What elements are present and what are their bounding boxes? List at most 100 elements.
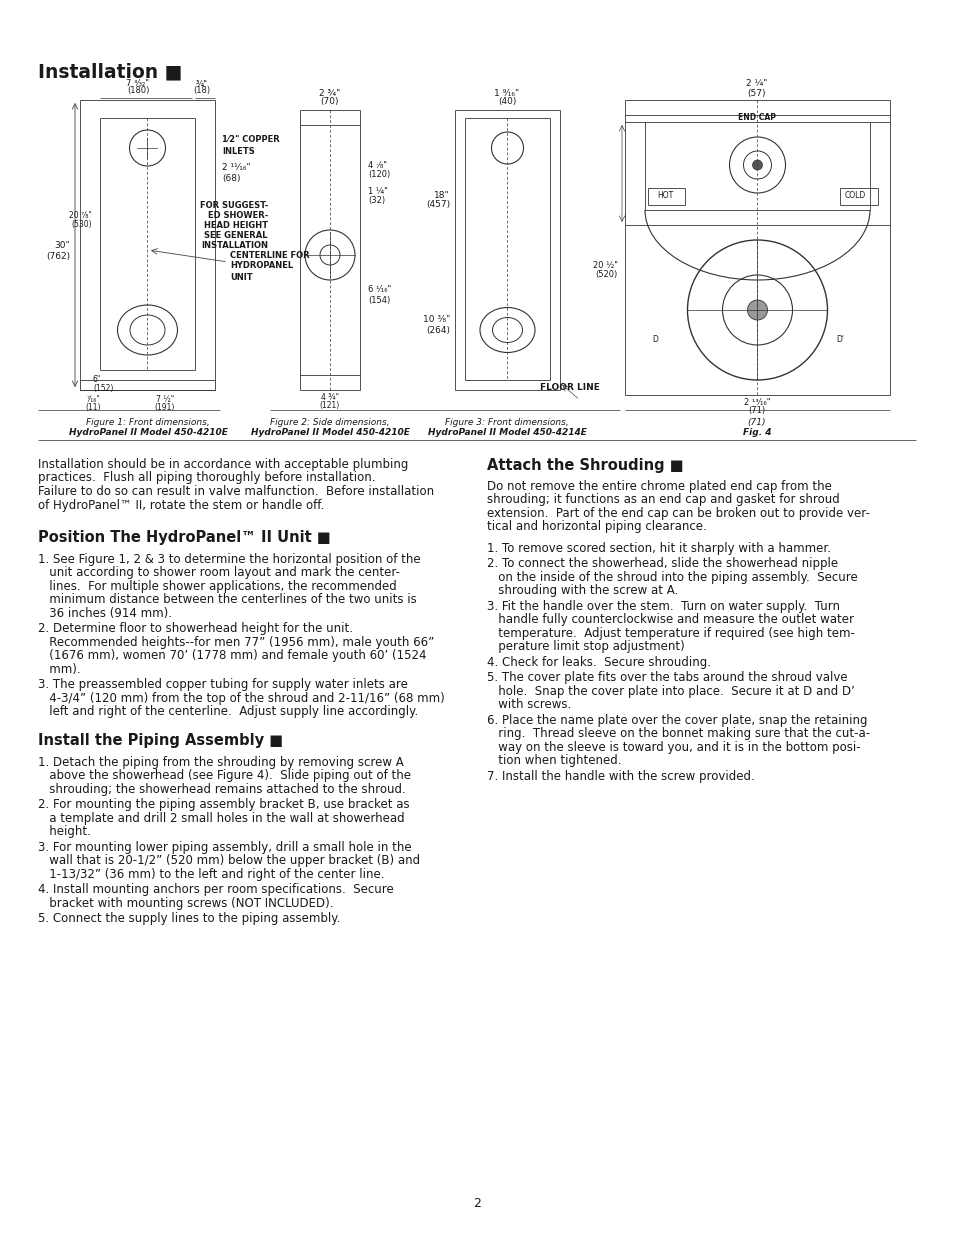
Text: Failure to do so can result in valve malfunction.  Before installation: Failure to do so can result in valve mal… <box>38 485 434 498</box>
Text: HOT: HOT <box>657 190 673 200</box>
Text: ⁷⁄₁₆": ⁷⁄₁₆" <box>86 395 100 404</box>
Text: practices.  Flush all piping thoroughly before installation.: practices. Flush all piping thoroughly b… <box>38 472 375 484</box>
Text: left and right of the centerline.  Adjust supply line accordingly.: left and right of the centerline. Adjust… <box>38 705 417 719</box>
Text: HydroPanel II Model 450-4210E: HydroPanel II Model 450-4210E <box>69 429 227 437</box>
Text: (40): (40) <box>497 98 516 106</box>
Text: HydroPanel II Model 450-4210E: HydroPanel II Model 450-4210E <box>251 429 409 437</box>
Text: 20 ⁷⁄₈": 20 ⁷⁄₈" <box>69 210 91 220</box>
Text: D': D' <box>835 336 843 345</box>
Text: (71): (71) <box>747 417 765 427</box>
Text: UNIT: UNIT <box>230 273 253 282</box>
Text: (121): (121) <box>319 401 340 410</box>
Text: ED SHOWER-: ED SHOWER- <box>208 210 268 220</box>
Text: Do not remove the entire chrome plated end cap from the: Do not remove the entire chrome plated e… <box>486 479 831 493</box>
Text: COLD: COLD <box>843 190 864 200</box>
Text: 2 ¹¹⁄₁₆": 2 ¹¹⁄₁₆" <box>222 163 251 173</box>
Text: (120): (120) <box>368 170 390 179</box>
Text: tion when tightened.: tion when tightened. <box>486 755 620 767</box>
Text: (264): (264) <box>426 326 450 335</box>
Text: (154): (154) <box>368 295 390 305</box>
Text: 2 ¹³⁄₁₆": 2 ¹³⁄₁₆" <box>743 398 769 408</box>
Text: 7 ³⁄₃₂": 7 ³⁄₃₂" <box>127 79 150 88</box>
Text: (32): (32) <box>368 195 385 205</box>
Text: (57): (57) <box>747 89 765 98</box>
Text: Figure 3: Front dimensions,: Figure 3: Front dimensions, <box>445 417 568 427</box>
Text: with screws.: with screws. <box>486 698 571 711</box>
Text: 7 ½": 7 ½" <box>155 395 174 404</box>
Text: (71): (71) <box>748 406 764 415</box>
Text: HEAD HEIGHT: HEAD HEIGHT <box>204 221 268 230</box>
Text: (530): (530) <box>71 221 91 230</box>
Text: D: D <box>652 336 658 345</box>
Text: 4 ·⁄₈": 4 ·⁄₈" <box>368 161 387 169</box>
Text: height.: height. <box>38 825 91 839</box>
Text: tical and horizontal piping clearance.: tical and horizontal piping clearance. <box>486 520 706 534</box>
Text: 1 ¼": 1 ¼" <box>368 188 388 196</box>
Text: 2. For mounting the piping assembly bracket B, use bracket as: 2. For mounting the piping assembly brac… <box>38 798 409 811</box>
Text: mm).: mm). <box>38 663 81 676</box>
Text: FOR SUGGEST-: FOR SUGGEST- <box>199 200 268 210</box>
Text: shrouding with the screw at A.: shrouding with the screw at A. <box>486 584 678 597</box>
Text: 20 ½": 20 ½" <box>593 261 618 269</box>
Text: 1⁄2" COPPER: 1⁄2" COPPER <box>222 136 279 144</box>
Text: 30": 30" <box>54 241 70 249</box>
Text: 10 ³⁄₈": 10 ³⁄₈" <box>422 315 450 325</box>
Circle shape <box>752 161 761 170</box>
Text: Figure 1: Front dimensions,: Figure 1: Front dimensions, <box>86 417 210 427</box>
Text: 3. Fit the handle over the stem.  Turn on water supply.  Turn: 3. Fit the handle over the stem. Turn on… <box>486 600 840 613</box>
Text: 5. Connect the supply lines to the piping assembly.: 5. Connect the supply lines to the pipin… <box>38 913 340 925</box>
Text: HYDROPANEL: HYDROPANEL <box>230 262 293 270</box>
Text: 2: 2 <box>473 1197 480 1210</box>
Text: of HydroPanel™ II, rotate the stem or handle off.: of HydroPanel™ II, rotate the stem or ha… <box>38 499 324 511</box>
Text: extension.  Part of the end cap can be broken out to provide ver-: extension. Part of the end cap can be br… <box>486 506 869 520</box>
Text: ring.  Thread sleeve on the bonnet making sure that the cut-a-: ring. Thread sleeve on the bonnet making… <box>486 727 869 740</box>
Text: wall that is 20-1/2” (520 mm) below the upper bracket (B) and: wall that is 20-1/2” (520 mm) below the … <box>38 855 419 867</box>
Text: Fig. 4: Fig. 4 <box>742 429 770 437</box>
Text: 2 ¼": 2 ¼" <box>745 79 767 88</box>
Text: SEE GENERAL: SEE GENERAL <box>204 231 268 240</box>
Text: Position The HydroPanel™ II Unit ■: Position The HydroPanel™ II Unit ■ <box>38 530 331 545</box>
Text: (70): (70) <box>320 98 339 106</box>
Text: END CAP: END CAP <box>738 114 776 122</box>
Text: 1-13/32” (36 mm) to the left and right of the center line.: 1-13/32” (36 mm) to the left and right o… <box>38 868 384 881</box>
Text: minimum distance between the centerlines of the two units is: minimum distance between the centerlines… <box>38 594 416 606</box>
Text: 2 ¾": 2 ¾" <box>319 89 340 98</box>
Text: (191): (191) <box>154 403 175 412</box>
Text: ¾": ¾" <box>195 79 208 88</box>
Text: 1. See Figure 1, 2 & 3 to determine the horizontal position of the: 1. See Figure 1, 2 & 3 to determine the … <box>38 553 420 566</box>
Text: 4. Check for leaks.  Secure shrouding.: 4. Check for leaks. Secure shrouding. <box>486 656 710 668</box>
Text: INSTALLATION: INSTALLATION <box>201 241 268 249</box>
Text: 4-3/4” (120 mm) from the top of the shroud and 2-11/16” (68 mm): 4-3/4” (120 mm) from the top of the shro… <box>38 692 444 705</box>
Text: a template and drill 2 small holes in the wall at showerhead: a template and drill 2 small holes in th… <box>38 811 404 825</box>
Text: way on the sleeve is toward you, and it is in the bottom posi-: way on the sleeve is toward you, and it … <box>486 741 860 753</box>
Text: unit according to shower room layout and mark the center-: unit according to shower room layout and… <box>38 567 399 579</box>
Text: (68): (68) <box>222 174 240 184</box>
Text: Attach the Shrouding ■: Attach the Shrouding ■ <box>486 458 683 473</box>
Text: 2. To connect the showerhead, slide the showerhead nipple: 2. To connect the showerhead, slide the … <box>486 557 838 571</box>
Text: 36 inches (914 mm).: 36 inches (914 mm). <box>38 606 172 620</box>
Text: shrouding; it functions as an end cap and gasket for shroud: shrouding; it functions as an end cap an… <box>486 493 839 506</box>
Text: 1. To remove scored section, hit it sharply with a hammer.: 1. To remove scored section, hit it shar… <box>486 542 830 555</box>
Text: 1 ⁹⁄₁₆": 1 ⁹⁄₁₆" <box>494 89 519 98</box>
Text: 2. Determine floor to showerhead height for the unit.: 2. Determine floor to showerhead height … <box>38 622 353 636</box>
Text: handle fully counterclockwise and measure the outlet water: handle fully counterclockwise and measur… <box>486 613 853 626</box>
Text: 3. For mounting lower piping assembly, drill a small hole in the: 3. For mounting lower piping assembly, d… <box>38 841 411 853</box>
Text: Figure 2: Side dimensions,: Figure 2: Side dimensions, <box>270 417 390 427</box>
Text: (520): (520) <box>595 270 618 279</box>
Text: (762): (762) <box>46 252 70 261</box>
Text: temperature.  Adjust temperature if required (see high tem-: temperature. Adjust temperature if requi… <box>486 626 854 640</box>
Text: 4. Install mounting anchors per room specifications.  Secure: 4. Install mounting anchors per room spe… <box>38 883 394 897</box>
Text: 3. The preassembled copper tubing for supply water inlets are: 3. The preassembled copper tubing for su… <box>38 678 408 692</box>
Text: Installation ■: Installation ■ <box>38 62 182 82</box>
Circle shape <box>747 300 767 320</box>
Text: on the inside of the shroud into the piping assembly.  Secure: on the inside of the shroud into the pip… <box>486 571 857 584</box>
Text: 18": 18" <box>434 190 450 200</box>
Text: lines.  For multiple shower applications, the recommended: lines. For multiple shower applications,… <box>38 580 396 593</box>
Text: FLOOR LINE: FLOOR LINE <box>539 384 599 393</box>
Text: perature limit stop adjustment): perature limit stop adjustment) <box>486 640 684 653</box>
Text: hole.  Snap the cover plate into place.  Secure it at D and D’: hole. Snap the cover plate into place. S… <box>486 684 854 698</box>
Text: 7. Install the handle with the screw provided.: 7. Install the handle with the screw pro… <box>486 769 754 783</box>
Text: HydroPanel II Model 450-4214E: HydroPanel II Model 450-4214E <box>427 429 586 437</box>
Text: 6. Place the name plate over the cover plate, snap the retaining: 6. Place the name plate over the cover p… <box>486 714 866 726</box>
Text: CENTERLINE FOR: CENTERLINE FOR <box>230 251 310 259</box>
